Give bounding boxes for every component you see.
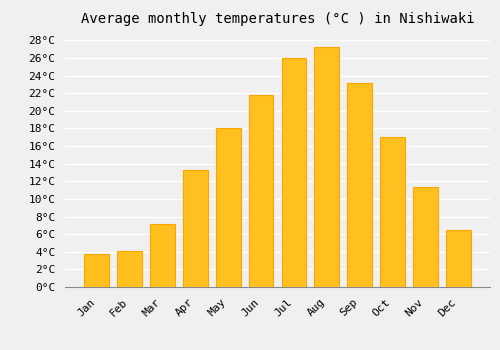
- Bar: [413, 187, 438, 287]
- Bar: [216, 128, 240, 287]
- Bar: [150, 224, 174, 287]
- Bar: [117, 251, 142, 287]
- Bar: [348, 83, 372, 287]
- Bar: [84, 254, 109, 287]
- Bar: [282, 58, 306, 287]
- Bar: [314, 47, 339, 287]
- Bar: [248, 95, 274, 287]
- Bar: [183, 170, 208, 287]
- Bar: [380, 137, 405, 287]
- Bar: [446, 230, 470, 287]
- Title: Average monthly temperatures (°C ) in Nishiwaki: Average monthly temperatures (°C ) in Ni…: [80, 12, 474, 26]
